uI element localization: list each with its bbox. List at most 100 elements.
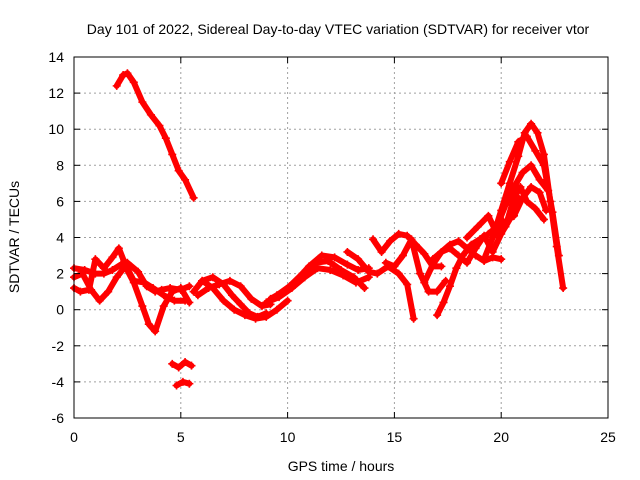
data-point-marker	[437, 262, 446, 271]
data-point-marker	[311, 258, 320, 267]
data-point-marker	[516, 182, 525, 191]
series-track-10	[273, 258, 368, 299]
data-point-marker	[559, 284, 568, 293]
data-point-marker	[497, 179, 506, 188]
data-point-marker	[554, 251, 563, 260]
data-point-marker	[420, 278, 429, 287]
data-point-marker	[522, 132, 531, 141]
data-point-marker	[149, 284, 158, 293]
data-point-marker	[535, 188, 544, 197]
data-point-marker	[129, 78, 138, 87]
data-point-marker	[257, 302, 266, 311]
data-point-marker	[437, 247, 446, 256]
data-point-marker	[215, 280, 224, 289]
data-point-marker	[181, 296, 190, 305]
data-point-marker	[386, 237, 395, 246]
data-point-marker	[445, 282, 454, 291]
data-point-marker	[119, 71, 128, 80]
data-point-marker	[527, 161, 536, 170]
data-point-marker	[189, 287, 198, 296]
data-point-marker	[505, 179, 514, 188]
series-track-21	[464, 184, 547, 241]
data-point-marker	[527, 182, 536, 191]
y-tick-label: 12	[48, 85, 64, 101]
data-point-marker	[228, 291, 237, 300]
data-point-marker	[262, 298, 271, 307]
data-point-marker	[463, 233, 472, 242]
chart-title: Day 101 of 2022, Sidereal Day-to-day VTE…	[87, 21, 590, 37]
data-point-marker	[193, 291, 202, 300]
data-point-marker	[272, 291, 281, 300]
data-point-marker	[360, 284, 369, 293]
data-point-marker	[394, 229, 403, 238]
data-point-marker	[208, 273, 217, 282]
data-point-marker	[247, 294, 256, 303]
data-point-marker	[463, 258, 472, 267]
data-point-marker	[373, 269, 382, 278]
data-point-marker	[403, 231, 412, 240]
data-point-marker	[522, 197, 531, 206]
data-point-marker	[230, 305, 239, 314]
data-point-marker	[138, 98, 147, 107]
data-point-marker	[178, 377, 187, 386]
data-point-marker	[501, 201, 510, 210]
data-point-marker	[159, 302, 168, 311]
data-point-marker	[129, 276, 138, 285]
data-point-marker	[467, 240, 476, 249]
data-point-marker	[185, 379, 194, 388]
data-point-marker	[403, 280, 412, 289]
data-point-marker	[112, 273, 121, 282]
x-tick-label: 20	[493, 429, 509, 445]
series-track-18	[498, 133, 562, 259]
data-point-marker	[445, 244, 454, 253]
data-point-marker	[354, 255, 363, 264]
data-point-marker	[283, 296, 292, 305]
data-point-marker	[91, 255, 100, 264]
data-point-marker	[104, 287, 113, 296]
data-point-marker	[204, 284, 213, 293]
data-point-marker	[377, 247, 386, 256]
data-point-marker	[262, 312, 271, 321]
y-tick-label: 6	[56, 193, 64, 209]
data-point-marker	[236, 300, 245, 309]
data-point-marker	[544, 186, 553, 195]
data-point-marker	[452, 264, 461, 273]
data-point-marker	[381, 258, 390, 267]
data-point-marker	[225, 276, 234, 285]
series-track-4	[71, 245, 189, 304]
data-point-marker	[168, 359, 177, 368]
y-tick-label: 10	[48, 121, 64, 137]
data-point-marker	[161, 134, 170, 143]
data-point-marker	[330, 253, 339, 262]
y-axis-label: SDTVAR / TECUs	[6, 181, 22, 293]
axis-ticks: 0 5 10 15 20 25 -6 -4 -2 0 2 4 6 8 10 12 14	[48, 49, 616, 445]
data-point-marker	[343, 247, 352, 256]
data-point-marker	[138, 302, 147, 311]
data-point-marker	[433, 287, 442, 296]
data-point-marker	[454, 237, 463, 246]
data-point-marker	[99, 264, 108, 273]
data-point-marker	[181, 358, 190, 367]
data-point-marker	[236, 282, 245, 291]
data-point-marker	[343, 260, 352, 269]
data-point-marker	[533, 128, 542, 137]
y-tick-label: 0	[56, 302, 64, 318]
data-point-marker	[112, 81, 121, 90]
data-point-marker	[535, 175, 544, 184]
x-tick-label: 0	[70, 429, 78, 445]
data-point-marker	[454, 251, 463, 260]
data-point-marker	[172, 381, 181, 390]
data-point-marker	[76, 287, 85, 296]
x-tick-label: 10	[280, 429, 296, 445]
data-point-marker	[326, 265, 335, 274]
data-point-marker	[480, 255, 489, 264]
data-point-marker	[409, 314, 418, 323]
x-tick-label: 5	[177, 429, 185, 445]
data-point-marker	[539, 215, 548, 224]
data-point-marker	[539, 161, 548, 170]
data-point-marker	[298, 269, 307, 278]
data-point-marker	[168, 287, 177, 296]
y-tick-label: 8	[56, 157, 64, 173]
data-point-marker	[548, 208, 557, 217]
data-point-marker	[514, 152, 523, 161]
